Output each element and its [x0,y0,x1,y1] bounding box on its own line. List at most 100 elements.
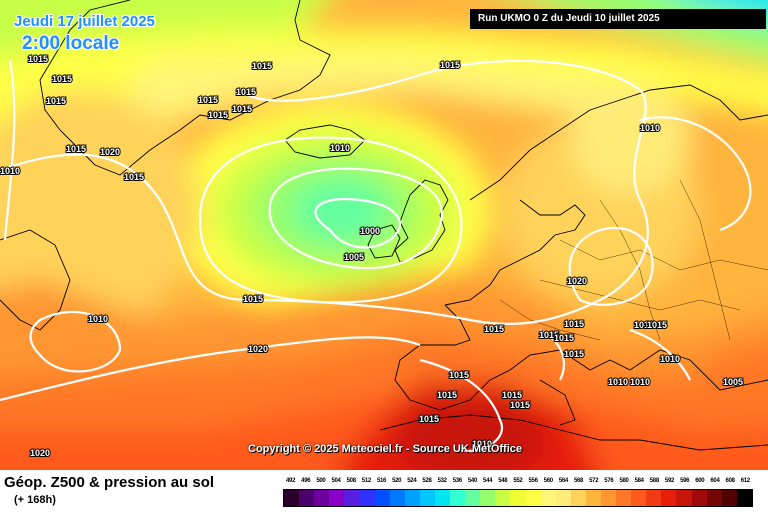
isobar-1010-southeast [629,328,691,381]
mediterranean-north-coast [509,349,768,391]
legend-labels: 492 496 500 504 508 512 516 520 524 528 532 536 540 5… [283,478,753,488]
border-line [679,179,731,341]
isobar-label: 1020 [100,147,120,157]
isobar-label: 1010 [608,377,628,387]
legend-swatch [419,490,435,506]
color-legend: 492 496 500 504 508 512 516 520 524 528 532 536 540 5… [283,478,753,508]
greenland-coast [39,0,331,176]
isobar-label: 1015 [232,104,252,114]
legend-value: 556 [528,478,538,484]
legend-value: 612 [740,478,750,484]
isobar-1020-southwest [0,336,421,402]
coastlines [0,0,768,451]
isobar-label: 1010 [0,166,20,176]
isobar-label: 1015 [52,74,72,84]
geopotential-field [0,0,768,470]
isobar-label: 1015 [124,172,144,182]
isobar-label: 1015 [437,390,457,400]
legend-value: 576 [604,478,614,484]
legend-value: 568 [573,478,584,484]
isobar-label: 1015 [28,54,48,64]
legend-value: 540 [467,478,478,484]
legend-swatch [585,490,601,506]
legend-value: 544 [483,478,493,484]
legend-swatch [525,490,541,506]
isobar-label: 1010 [88,314,108,324]
legend-value: 536 [452,478,462,484]
copyright-notice: Copyright © 2025 Meteociel.fr - Source U… [248,443,522,455]
legend-swatch [646,490,662,506]
italy-coast [539,379,576,426]
legend-swatch [736,490,752,506]
legend-value: 496 [301,478,311,484]
britain-coast [394,179,449,263]
legend-swatch [616,490,632,506]
isobar-label: 1015 [198,95,218,105]
border-line [599,199,661,341]
legend-value: 584 [634,478,644,484]
legend-swatch [600,490,617,506]
isobar-label: 1010 [472,439,492,449]
scandinavia-coast [469,84,768,201]
isobar-label: 1015 [634,320,654,330]
isobar-label: 1015 [419,414,439,424]
isobar-label: 1015 [484,324,504,334]
legend-value: 520 [392,478,402,484]
isobar-label: 1015 [564,349,584,359]
map-footer: Géop. Z500 & pression au sol (+ 168h) 49… [0,470,768,512]
legend-swatch [691,490,707,506]
isobar-1015-alps [539,329,565,381]
legend-swatch [299,490,315,506]
legend-swatch [450,490,466,506]
legend-swatch [570,490,586,506]
isobar-label: 1010 [660,354,680,364]
legend-value: 608 [725,478,735,484]
iberia-coast [394,304,511,411]
isobar-1015-iberia [419,358,504,453]
legend-value: 572 [589,478,599,484]
legend-value: 532 [437,478,447,484]
isobar-1015-greenland [3,59,16,241]
isobar-labels: 1015 1015 1015 1015 1015 1015 1015 1015 … [0,53,744,459]
legend-swatch [314,490,330,506]
legend-value: 512 [361,478,371,484]
legend-swatch [465,490,481,506]
legend-swatch [631,490,647,506]
legend-value: 516 [376,478,387,484]
isobar-1020 [568,227,654,306]
legend-swatch [344,490,360,506]
legend-value: 600 [695,478,705,484]
isobar-label: 1015 [539,330,559,340]
border-line [499,299,601,341]
legend-value: 500 [316,478,326,484]
legend-swatch [359,490,375,506]
legend-swatch [404,490,420,506]
legend-value: 548 [498,478,508,484]
legend-swatches [283,489,753,507]
model-run-label: Run UKMO 0 Z du Jeudi 10 juillet 2025 [470,9,766,29]
isobar-label: 1015 [564,319,584,329]
valid-date: Jeudi 17 juillet 2025 [14,13,155,30]
ireland-coast [367,224,401,259]
legend-swatch [721,490,737,506]
legend-value: 560 [543,478,553,484]
isobar-label: 1020 [567,276,587,286]
isobar-label: 1005 [723,377,743,387]
legend-value: 492 [286,478,296,484]
isobar-label: 1015 [510,400,530,410]
legend-swatch [540,490,556,506]
legend-value: 592 [664,478,675,484]
isobar-label: 1015 [46,96,66,106]
north-africa-coast [379,414,768,451]
isobar-1005 [268,167,443,270]
isobar-1010-east [639,116,752,232]
legend-value: 564 [558,478,568,484]
isobar-label: 1020 [30,448,50,458]
forecast-hour: (+ 168h) [14,494,56,506]
isobar-label: 1015 [647,320,667,330]
isobar-label: 1010 [630,377,650,387]
isobar-label: 1015 [252,61,272,71]
legend-swatch [389,490,405,506]
border-line [559,239,768,271]
isobar-label: 1010 [330,143,350,153]
